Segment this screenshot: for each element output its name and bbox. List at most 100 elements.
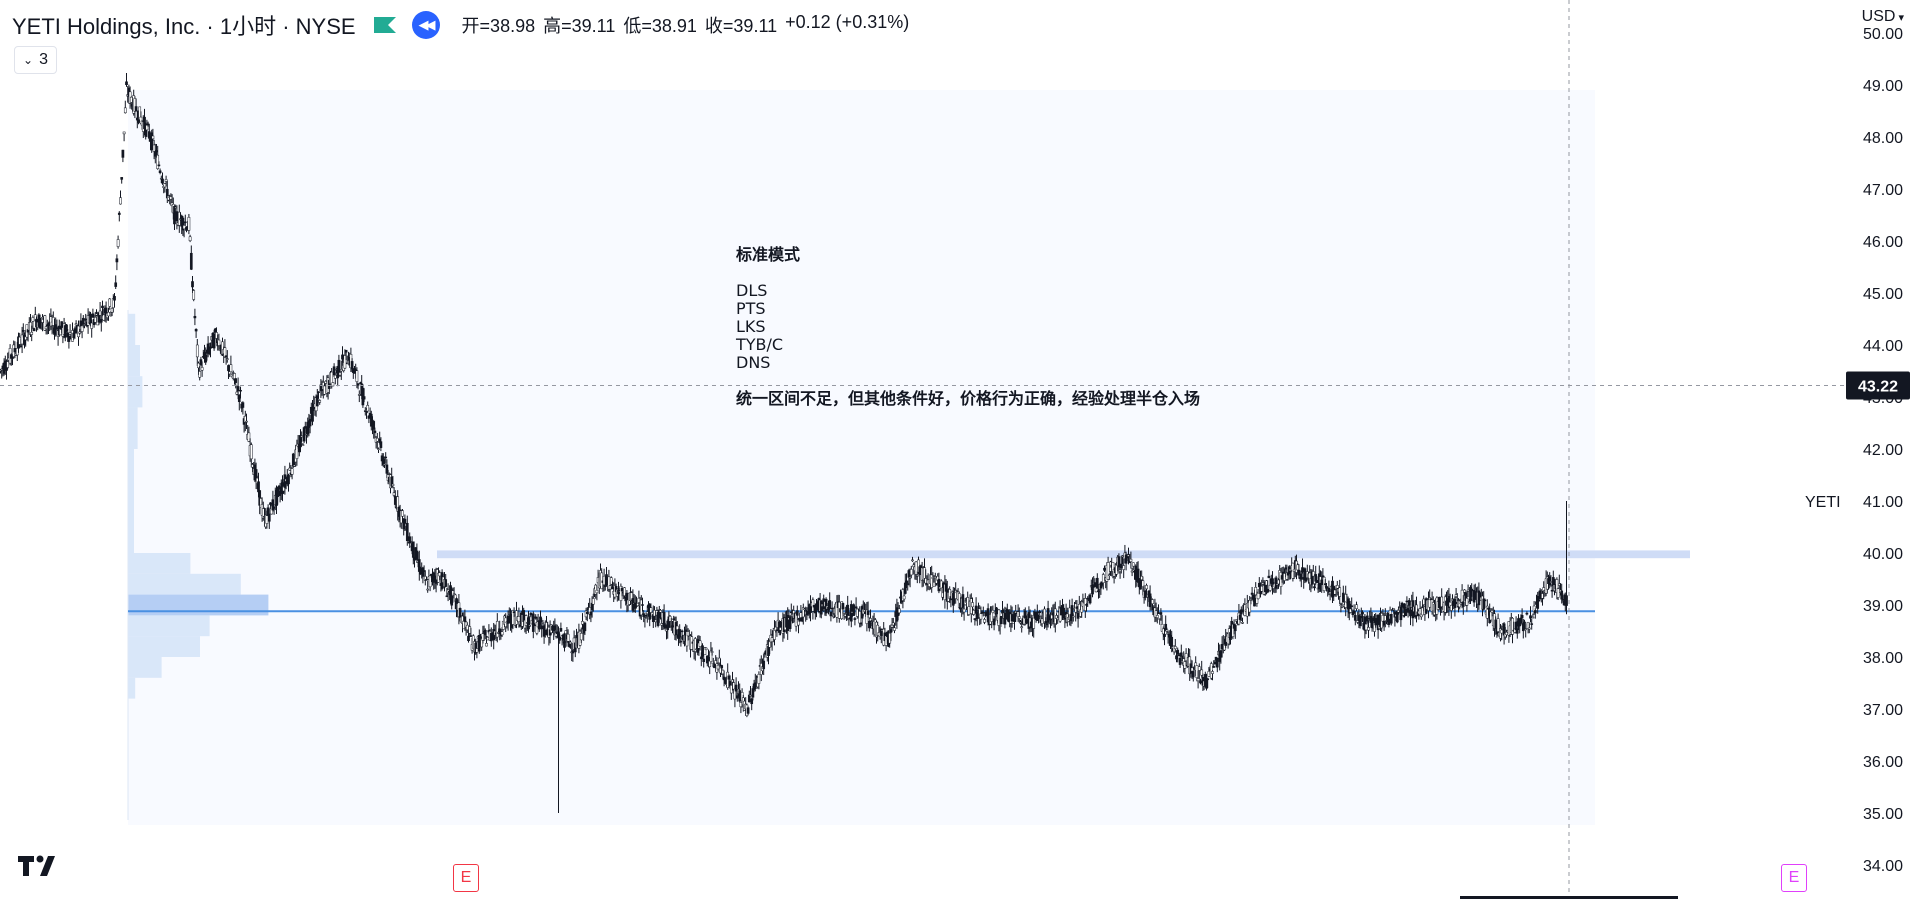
note-line: TYB/C: [736, 335, 784, 354]
candle-body: [113, 296, 116, 301]
candle-body: [157, 164, 161, 167]
bottom-scroll-bar[interactable]: [1460, 896, 1678, 899]
candle-body: [121, 149, 125, 158]
candle-body: [897, 608, 901, 614]
candle-body: [585, 612, 589, 614]
symbol-label: YETI: [1805, 494, 1841, 511]
candle-body: [566, 633, 570, 642]
candle-body: [101, 305, 104, 308]
candle-body: [591, 598, 595, 605]
candle-body: [475, 648, 479, 653]
candle-body: [84, 318, 88, 321]
candle-body: [200, 367, 204, 371]
candle-body: [981, 611, 985, 614]
candle-body: [425, 579, 428, 581]
price-tick-label: 42.00: [1863, 442, 1903, 459]
candle-body: [411, 541, 415, 558]
candle-body: [1155, 615, 1159, 618]
price-tick-label: 44.00: [1863, 338, 1903, 355]
candle-body: [971, 602, 974, 608]
candle-body: [469, 635, 473, 637]
earnings-badge-label: E: [460, 869, 472, 886]
candle-body: [1091, 585, 1094, 595]
candle-body: [194, 328, 198, 332]
candle-body: [1403, 603, 1406, 609]
earnings-badge-label: E: [1788, 869, 1800, 886]
candle-body: [1173, 646, 1177, 650]
candle-body: [90, 322, 94, 329]
candle-body: [80, 325, 84, 332]
flag-icon[interactable]: [373, 17, 396, 33]
note-body: 统一区间不足，但其他条件好，价格行为正确，经验处理半仓入场: [736, 389, 1201, 408]
price-tick-label: 41.00: [1863, 494, 1903, 511]
volume-profile-bar: [128, 345, 140, 377]
currency-label: USD: [1861, 8, 1896, 25]
candle-body: [233, 373, 236, 380]
currency-select[interactable]: USD ▾: [1862, 8, 1904, 26]
candle-body: [236, 386, 240, 392]
candle-body: [1239, 609, 1243, 615]
candle-body: [1453, 598, 1457, 608]
candle-body: [915, 575, 919, 577]
resistance-zone[interactable]: [437, 550, 1690, 559]
candle-body: [1466, 589, 1470, 592]
candle-body: [362, 396, 366, 400]
candle-body: [738, 690, 742, 702]
candle-body: [5, 367, 8, 371]
text-note[interactable]: 标准模式 DLS PTS LKS TYB/C DNS 统一区间不足，但其他条件好…: [736, 246, 1200, 408]
candle-body: [241, 402, 245, 408]
indicators-toggle-button[interactable]: ⌄ 3: [14, 46, 57, 74]
candle-body: [1200, 669, 1204, 676]
candle-body: [6, 361, 10, 368]
earnings-badge[interactable]: E: [1781, 864, 1807, 892]
volume-profile-bar: [128, 677, 136, 699]
candle-body: [1355, 604, 1358, 609]
candle-body: [1196, 678, 1200, 682]
candle-body: [529, 613, 533, 616]
candle-body: [486, 637, 490, 641]
candle-body: [500, 631, 504, 636]
candle-body: [1335, 585, 1339, 589]
candle-body: [1530, 623, 1534, 625]
symbol-title[interactable]: YETI Holdings, Inc. · 1小时 · NYSE: [12, 14, 356, 39]
candle-body: [30, 331, 34, 335]
candle-body: [247, 432, 251, 442]
candle-body: [173, 206, 176, 225]
candle-body: [972, 610, 976, 615]
candle-body: [290, 468, 294, 475]
candle-body: [383, 463, 386, 466]
earnings-badge[interactable]: E: [453, 864, 479, 892]
candle-body: [373, 430, 377, 434]
candle-body: [893, 627, 896, 631]
candle-body: [678, 629, 682, 638]
candle-body: [798, 617, 802, 622]
candle-body: [1117, 556, 1121, 568]
candle-body: [197, 362, 200, 369]
candle-body: [962, 608, 966, 613]
candle-body: [558, 636, 562, 641]
candle-body: [991, 609, 995, 614]
candle-body: [192, 290, 196, 300]
tradingview-logo-icon[interactable]: [18, 854, 64, 878]
candle-body: [1088, 594, 1092, 604]
replay-rewind-icon[interactable]: ◀◀: [411, 11, 440, 39]
candle-body: [1215, 657, 1219, 668]
candle-body: [377, 448, 380, 450]
candle-body: [788, 616, 792, 629]
note-line: DLS: [736, 281, 768, 300]
candle-body: [1440, 596, 1444, 607]
candle-body: [1095, 577, 1099, 589]
candle-body: [375, 437, 379, 442]
candle-body: [189, 252, 193, 270]
price-axis[interactable]: 50.0049.0048.0047.0046.0045.0044.0043.00…: [1863, 26, 1903, 875]
chevron-down-icon: ⌄: [23, 53, 34, 67]
candle-body: [1407, 600, 1411, 606]
candle-body: [1350, 605, 1354, 607]
candle-body: [583, 622, 587, 632]
candle-body: [1537, 599, 1541, 602]
candle-body: [1010, 614, 1014, 622]
candle-body: [343, 355, 347, 369]
candle-body: [750, 698, 754, 705]
candle-body: [32, 328, 36, 332]
